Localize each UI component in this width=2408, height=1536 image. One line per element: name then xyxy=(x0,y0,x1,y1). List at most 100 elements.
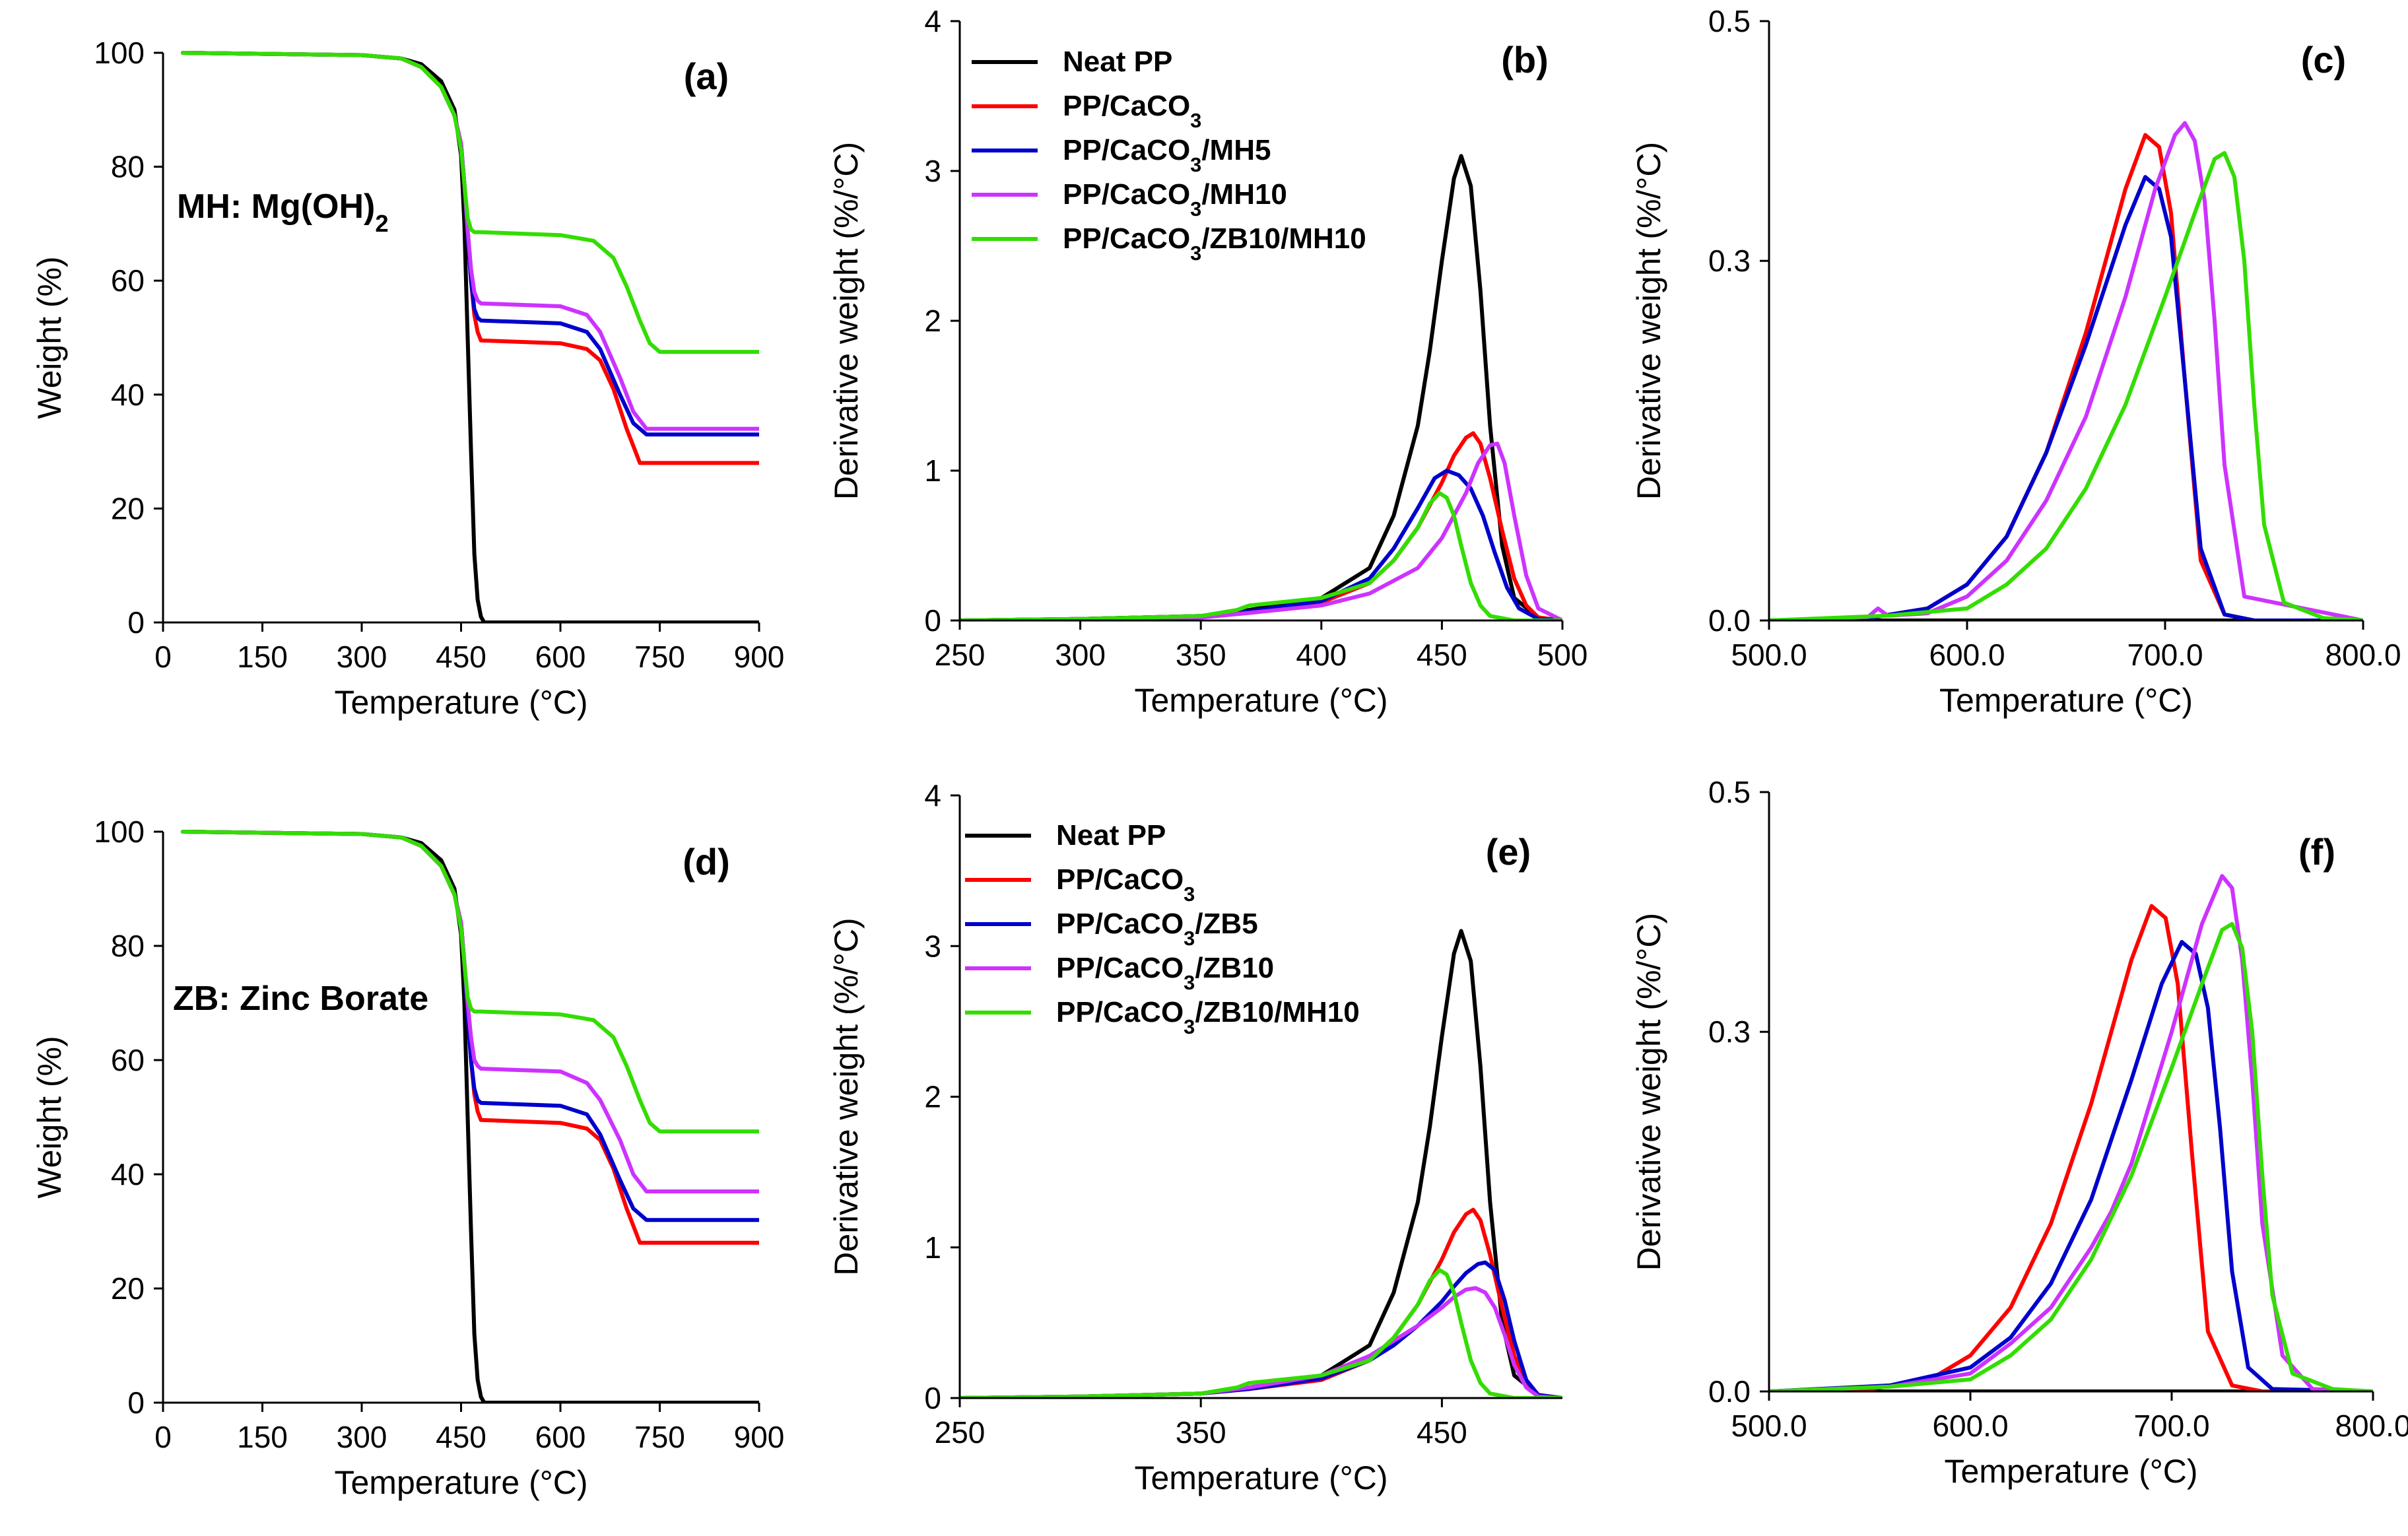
x-axis-title: Temperature (°C) xyxy=(1135,1459,1388,1496)
x-tick-label: 0 xyxy=(154,640,172,674)
series-line-pp-caco3 xyxy=(960,1207,1562,1398)
series-line-pp-caco3-mh10 xyxy=(960,442,1562,620)
series-line-pp-caco3-zb5 xyxy=(1769,940,2373,1391)
x-tick-label: 250 xyxy=(935,638,986,672)
x-tick-label: 450 xyxy=(1417,1415,1467,1450)
x-tick-label: 700.0 xyxy=(2133,1409,2209,1443)
series-line-pp-caco3-mh10 xyxy=(181,51,759,431)
x-tick-label: 300 xyxy=(1055,638,1106,672)
axes xyxy=(958,21,1562,622)
panel-label: (f) xyxy=(2298,831,2335,873)
series-line-neat-pp xyxy=(181,830,759,1403)
y-tick-label: 0.0 xyxy=(1708,1374,1751,1409)
series-line-pp-caco3-zb10-mh10 xyxy=(181,830,759,1134)
y-tick-label: 2 xyxy=(924,1080,941,1114)
series-line-pp-caco3-zb10-mh10 xyxy=(181,51,759,354)
panel-label: (d) xyxy=(683,841,730,883)
x-tick-label: 450 xyxy=(436,1420,486,1454)
series-line-pp-caco3-zb10-mh10 xyxy=(960,491,1562,620)
x-tick-label: 600 xyxy=(535,1420,586,1454)
x-tick-label: 450 xyxy=(436,640,486,674)
y-tick-label: 0 xyxy=(924,1381,941,1415)
panel-label: (b) xyxy=(1501,39,1549,81)
series-line-pp-caco3-mh5 xyxy=(181,51,759,437)
y-tick-label: 1 xyxy=(924,1230,941,1265)
legend-label: PP/CaCO3​/MH5 xyxy=(1063,134,1271,176)
y-axis-title: Derivative weight (%/°C) xyxy=(828,918,865,1275)
series-line-pp-caco3 xyxy=(960,431,1562,620)
y-tick-label: 20 xyxy=(111,1271,145,1306)
y-tick-label: 40 xyxy=(111,1157,145,1191)
y-tick-label: 1 xyxy=(924,453,941,488)
series-line-pp-caco3-zb10 xyxy=(1769,874,2373,1391)
x-tick-label: 700.0 xyxy=(2127,638,2203,672)
legend-label: PP/CaCO3​/ZB10 xyxy=(1056,952,1274,994)
axes xyxy=(958,795,1562,1399)
x-tick-label: 500.0 xyxy=(1731,638,1807,672)
x-tick-label: 900 xyxy=(734,1420,785,1454)
panel-label: (c) xyxy=(2301,39,2346,81)
y-tick-label: 100 xyxy=(94,815,145,849)
y-tick-label: 100 xyxy=(94,36,145,70)
series-group xyxy=(181,51,759,622)
panel-c: 500.0 600.0 700.0 800.0 0.0 0.3 0.5 Temperature… xyxy=(1630,4,2401,719)
series-line-pp-caco3 xyxy=(1769,904,2373,1391)
annotation: MH: Mg(OH)2​ xyxy=(177,187,389,237)
y-tick-label: 3 xyxy=(924,929,941,963)
panel-label: (a) xyxy=(684,55,729,97)
series-group xyxy=(1769,874,2373,1391)
x-axis-title: Temperature (°C) xyxy=(1939,682,2193,719)
y-tick-label: 0.3 xyxy=(1708,244,1751,278)
x-tick-label: 450 xyxy=(1417,638,1467,672)
x-tick-label: 350 xyxy=(1176,1415,1226,1450)
y-axis-title: Derivative weight (%/°C) xyxy=(1630,913,1667,1271)
y-tick-label: 2 xyxy=(924,304,941,338)
x-axis-title: Temperature (°C) xyxy=(1945,1453,2198,1490)
legend-label: Neat PP xyxy=(1056,819,1166,851)
x-tick-label: 800.0 xyxy=(2325,638,2401,672)
panel-b: 250 300 350 400 450 500 0 1 2 3 4 Temperature (°C) D… xyxy=(828,4,1588,719)
y-tick-label: 0 xyxy=(924,603,941,638)
series-line-pp-caco3-zb5 xyxy=(960,1260,1562,1398)
axes xyxy=(1768,792,2373,1393)
legend-label: PP/CaCO3​/ZB10/MH10 xyxy=(1056,996,1360,1038)
series-line-pp-caco3-zb10-mh10 xyxy=(960,1268,1562,1398)
series-line-pp-caco3-mh5 xyxy=(1769,175,2363,620)
y-tick-label: 0.0 xyxy=(1708,603,1751,638)
y-tick-label: 80 xyxy=(111,929,145,963)
y-tick-label: 0 xyxy=(127,605,145,640)
legend: Neat PPPP/CaCO3​PP/CaCO3​/ZB5PP/CaCO3​/Z… xyxy=(965,819,1360,1038)
y-tick-label: 60 xyxy=(111,1043,145,1077)
x-tick-label: 500 xyxy=(1537,638,1588,672)
panel-e: 250 350 450 0 1 2 3 4 Temperature (°C) Derivative… xyxy=(828,778,1562,1496)
x-tick-label: 750 xyxy=(634,1420,685,1454)
panel-label: (e) xyxy=(1486,831,1531,873)
x-axis-title: Temperature (°C) xyxy=(335,1464,588,1501)
legend-label: PP/CaCO3​/MH10 xyxy=(1063,178,1287,220)
y-tick-label: 0 xyxy=(127,1386,145,1420)
x-axis-title: Temperature (°C) xyxy=(1135,682,1388,719)
x-tick-label: 300 xyxy=(337,1420,387,1454)
x-tick-label: 900 xyxy=(734,640,785,674)
x-tick-label: 600.0 xyxy=(1929,638,2005,672)
y-axis-title: Derivative weight (%/°C) xyxy=(1630,142,1667,500)
legend-label: Neat PP xyxy=(1063,46,1172,78)
y-tick-label: 40 xyxy=(111,378,145,412)
y-tick-label: 4 xyxy=(924,4,941,38)
y-axis-title: Weight (%) xyxy=(31,1036,68,1198)
series-line-pp-caco3-zb10-mh10 xyxy=(1769,921,2373,1391)
y-tick-label: 3 xyxy=(924,154,941,188)
x-tick-label: 250 xyxy=(935,1415,986,1450)
y-tick-label: 0.3 xyxy=(1708,1015,1751,1049)
x-tick-label: 600.0 xyxy=(1932,1409,2008,1443)
series-group xyxy=(960,154,1562,620)
legend-label: PP/CaCO3​/ZB5 xyxy=(1056,908,1258,950)
x-tick-label: 600 xyxy=(535,640,586,674)
x-tick-label: 500.0 xyxy=(1731,1409,1807,1443)
x-tick-label: 150 xyxy=(237,640,288,674)
annotation: ZB: Zinc Borate xyxy=(173,980,428,1018)
y-axis-title: Weight (%) xyxy=(31,256,68,418)
series-line-pp-caco3-zb10-mh10 xyxy=(1769,150,2363,620)
y-tick-label: 80 xyxy=(111,150,145,184)
